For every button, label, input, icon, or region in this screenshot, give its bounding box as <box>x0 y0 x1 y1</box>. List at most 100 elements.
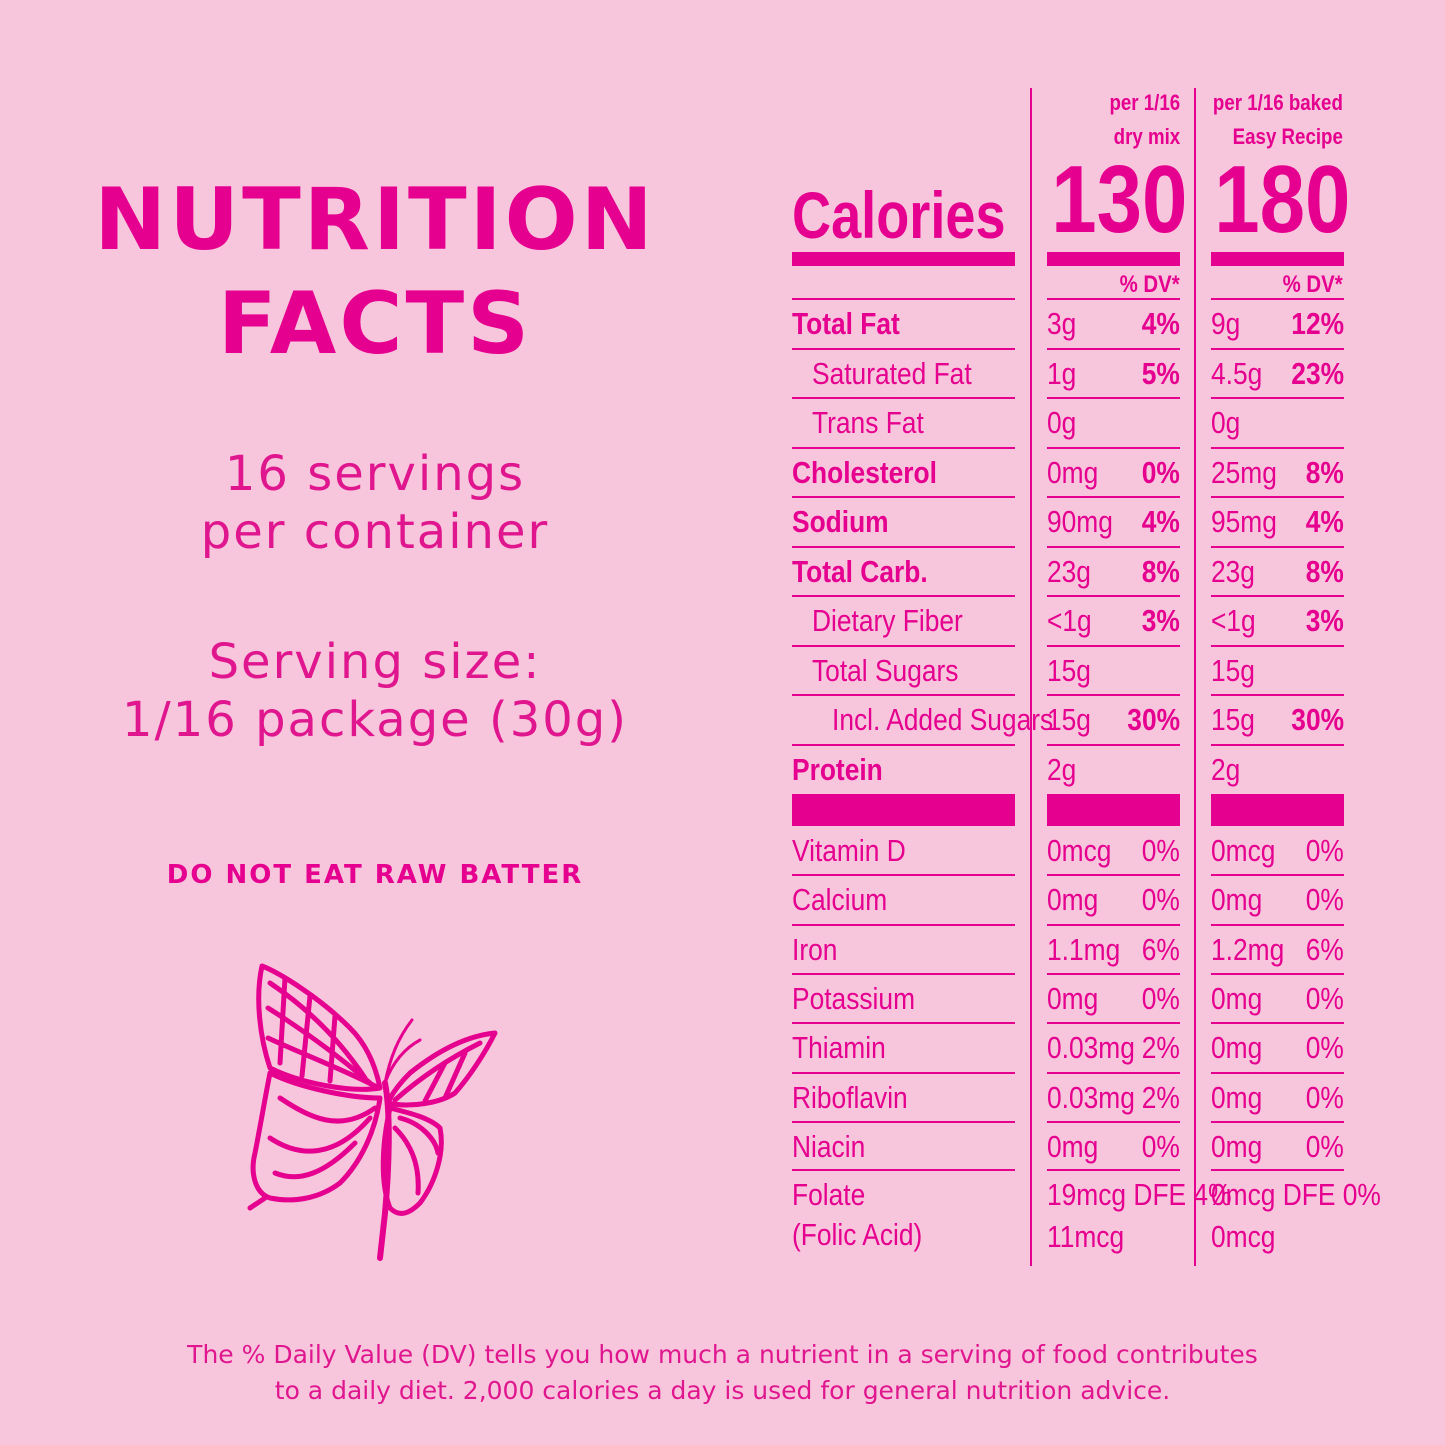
title-line-2: FACTS <box>217 274 533 374</box>
baked-amount: 0mg <box>1211 1030 1263 1066</box>
dry-amount: 2g <box>1047 751 1077 787</box>
row-9-rule-dry <box>1047 743 1180 746</box>
baked-amount: 0mg <box>1211 980 1263 1016</box>
row-9-rule-label <box>792 743 1015 746</box>
dry-percent-dv: 0% <box>1141 454 1180 490</box>
row-4-rule-dry <box>1047 496 1180 498</box>
row-5-rule-baked <box>1211 545 1344 548</box>
dry-folate-dfe: 19mcg DFE 4% <box>1047 1177 1232 1212</box>
vitamin-label: Niacin <box>792 1128 866 1164</box>
vitamin-label: Iron <box>792 931 838 967</box>
baked-header-line-1: per 1/16 baked <box>1213 90 1343 115</box>
row-7-rule-dry <box>1047 644 1180 647</box>
dry-amount: 0mg <box>1047 882 1099 918</box>
baked-dv-header: % DV* <box>1282 271 1343 298</box>
vit-2-rule-label <box>792 923 1015 926</box>
serving-size: Serving size: 1/16 package (30g) <box>0 633 750 749</box>
baked-calories-value: 180 <box>1214 146 1351 253</box>
vit-1-rule-baked <box>1211 874 1344 877</box>
vit-5-rule-label <box>792 1071 1015 1074</box>
row-5-rule-dry <box>1047 545 1180 548</box>
vit-1-rule-dry <box>1047 874 1180 877</box>
calories-divider-dry <box>1047 252 1180 266</box>
row-9-rule-baked <box>1211 743 1344 746</box>
footer-line-1: The % Daily Value (DV) tells you how muc… <box>187 1340 1258 1369</box>
baked-amount: 15g <box>1211 702 1255 737</box>
nutrient-label: Trans Fat <box>812 405 924 440</box>
baked-percent-dv: 3% <box>1305 603 1344 638</box>
servings-per-container: 16 servings per container <box>0 445 750 561</box>
baked-percent-dv: 0% <box>1305 1079 1344 1115</box>
dry-amount: 15g <box>1047 702 1091 737</box>
row-3-rule-label <box>792 446 1015 449</box>
dry-amount: 0mg <box>1047 1128 1099 1164</box>
row-1-rule-label <box>792 347 1015 350</box>
vit-6-rule-baked <box>1211 1120 1344 1123</box>
row-8-rule-dry <box>1047 694 1180 696</box>
nutrient-label: Total Carb. <box>792 553 928 589</box>
dry-amount: 0mg <box>1047 454 1099 490</box>
baked-percent-dv: 12% <box>1291 306 1344 341</box>
row-8-rule-label <box>792 694 1015 696</box>
calories-label: Calories <box>792 178 1006 252</box>
footer-line-2: to a daily diet. 2,000 calories a day is… <box>274 1376 1171 1405</box>
folate-rule-dry <box>1047 1169 1180 1171</box>
dry-percent-dv: 0% <box>1141 882 1180 918</box>
vit-2-rule-dry <box>1047 923 1180 926</box>
row-0-rule-dry <box>1047 298 1180 300</box>
serving-size-line-1: Serving size: <box>208 634 542 690</box>
dry-percent-dv: 2% <box>1141 1079 1180 1115</box>
baked-amount: 0mg <box>1211 1079 1263 1115</box>
nutrient-label: Cholesterol <box>792 454 937 490</box>
baked-column-header: per 1/16 baked Easy Recipe <box>1213 86 1343 154</box>
warning-text: DO NOT EAT RAW BATTER <box>166 860 584 890</box>
vitamin-label: Vitamin D <box>792 833 906 868</box>
vitamin-separator-dry <box>1047 794 1180 826</box>
baked-amount: 1.2mg <box>1211 931 1285 967</box>
dry-calories-value: 130 <box>1051 146 1188 253</box>
baked-percent-dv: 8% <box>1305 553 1344 589</box>
row-6-rule-label <box>792 595 1015 597</box>
vit-2-rule-baked <box>1211 923 1344 926</box>
baked-amount: 0mg <box>1211 882 1263 918</box>
vit-3-rule-dry <box>1047 972 1180 975</box>
row-1-rule-baked <box>1211 347 1344 350</box>
nutrient-label: Protein <box>792 751 883 787</box>
baked-percent-dv: 0% <box>1305 882 1344 918</box>
baked-percent-dv: 0% <box>1305 1030 1344 1066</box>
footer-disclaimer: The % Daily Value (DV) tells you how muc… <box>0 1337 1445 1409</box>
calories-divider-baked <box>1211 252 1344 266</box>
dry-column-header: per 1/16 dry mix <box>1109 86 1180 154</box>
row-4-rule-label <box>792 496 1015 498</box>
row-2-rule-label <box>792 397 1015 399</box>
row-7-rule-baked <box>1211 644 1344 647</box>
folic-acid-label: (Folic Acid) <box>792 1217 923 1252</box>
dry-percent-dv: 0% <box>1141 1128 1180 1164</box>
dry-amount: 3g <box>1047 306 1077 341</box>
vit-4-rule-label <box>792 1022 1015 1025</box>
dry-percent-dv: 3% <box>1141 603 1180 638</box>
vit-5-rule-dry <box>1047 1071 1180 1074</box>
vitamin-separator-label <box>792 794 1015 826</box>
row-5-rule-label <box>792 545 1015 548</box>
dry-amount: 23g <box>1047 553 1091 589</box>
dry-percent-dv: 0% <box>1141 980 1180 1016</box>
vitamin-label: Riboflavin <box>792 1079 908 1115</box>
nutrient-label: Total Sugars <box>812 652 959 688</box>
nutrient-label: Dietary Fiber <box>812 603 963 638</box>
baked-percent-dv: 6% <box>1305 931 1344 967</box>
baked-amount: 0mcg <box>1211 833 1276 868</box>
column-divider-dry <box>1030 88 1032 1266</box>
column-divider-baked <box>1194 88 1196 1266</box>
dry-amount: 1g <box>1047 355 1077 391</box>
vitamin-separator-baked <box>1211 794 1344 826</box>
baked-percent-dv: 4% <box>1305 504 1344 539</box>
baked-percent-dv: 0% <box>1305 980 1344 1016</box>
vit-4-rule-dry <box>1047 1022 1180 1025</box>
baked-amount: 25mg <box>1211 454 1277 490</box>
dry-amount: 90mg <box>1047 504 1113 539</box>
row-6-rule-baked <box>1211 595 1344 597</box>
baked-percent-dv: 0% <box>1305 1128 1344 1164</box>
nutrient-label: Sodium <box>792 504 889 539</box>
dry-header-line-2: dry mix <box>1113 124 1180 149</box>
